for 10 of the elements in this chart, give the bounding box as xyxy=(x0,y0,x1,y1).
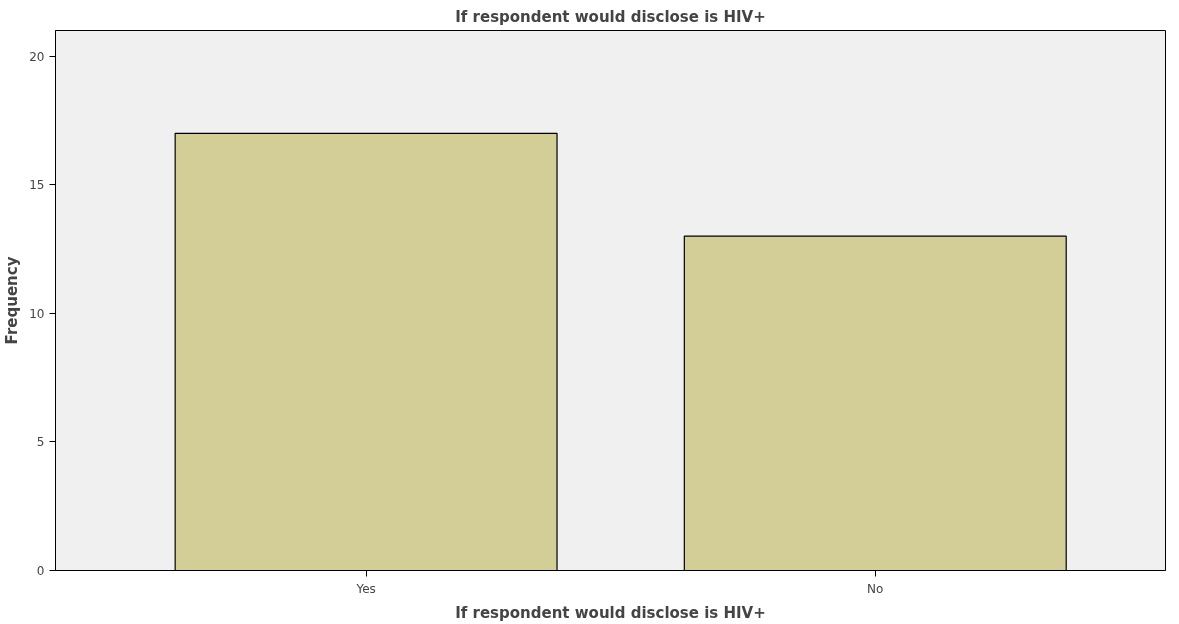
y-tick-label: 5 xyxy=(36,435,45,450)
chart-title: If respondent would disclose is HIV+ xyxy=(455,7,766,26)
y-axis-title: Frequency xyxy=(3,256,22,345)
x-tick-label: No xyxy=(867,581,884,596)
y-tick-label: 10 xyxy=(29,306,45,321)
x-axis-title: If respondent would disclose is HIV+ xyxy=(455,603,766,622)
y-tick-label: 20 xyxy=(29,49,45,64)
y-tick-label: 0 xyxy=(36,564,45,578)
x-tick-label: Yes xyxy=(355,581,376,596)
y-tick-label: 15 xyxy=(29,178,45,193)
